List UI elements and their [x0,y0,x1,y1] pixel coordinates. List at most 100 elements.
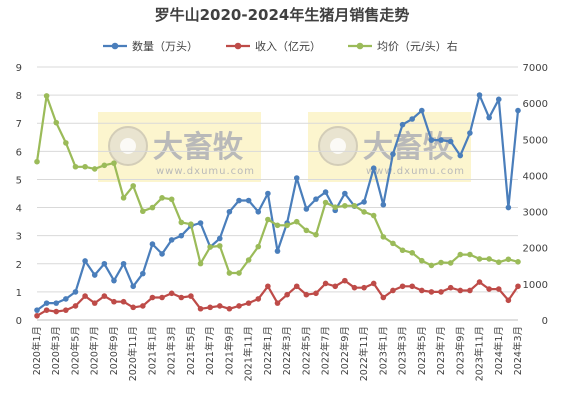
data-point [63,296,69,302]
data-point [428,289,435,295]
data-point [91,272,98,278]
data-point [399,121,406,128]
data-point [380,201,387,208]
data-point [197,305,204,312]
data-point [245,257,252,263]
data-point [255,208,262,215]
data-point [140,303,146,309]
data-point [178,294,185,301]
x-tick-label: 2023年3月 [397,326,409,375]
data-point [226,270,233,276]
data-point [226,305,233,312]
data-point [168,237,175,243]
data-point [467,287,473,294]
y-right-tick-label: 3000 [523,208,548,219]
data-point [361,284,367,291]
data-point [390,151,396,157]
x-tick-label: 2020年9月 [108,326,120,375]
data-point [53,119,60,126]
data-point [34,158,40,165]
data-point [486,286,492,292]
data-point [322,189,329,195]
data-point [168,196,175,203]
data-point [399,247,406,254]
data-point [274,248,281,254]
data-point [236,197,242,204]
x-tick-label: 2022年3月 [281,326,293,375]
data-point [438,259,444,266]
data-point [216,243,223,249]
data-point [438,137,444,143]
data-point [149,204,156,211]
data-point [91,166,98,172]
y-left-tick-label: 7 [16,119,22,130]
x-tick-label: 2024年3月 [512,326,524,375]
data-point [313,231,319,238]
data-point [361,209,367,215]
data-point [313,290,319,297]
data-point [120,298,127,305]
data-point [265,283,271,290]
x-tick-label: 2021年1月 [146,326,158,375]
data-point [207,304,213,311]
data-point [120,260,127,267]
data-point [245,197,252,204]
data-point [255,243,262,250]
watermark-text: 大畜牧 [363,130,454,165]
data-point [419,257,425,264]
data-point [245,300,252,306]
data-point [505,297,512,304]
x-tick-label: 2022年1月 [262,326,274,375]
data-point [409,283,415,290]
data-point [82,163,88,170]
legend-label: 收入（亿元） [255,39,321,53]
data-point [53,300,60,306]
data-point [43,93,50,99]
data-point [370,165,377,171]
data-point [159,251,165,257]
watermark-text: 大畜牧 [153,130,244,165]
data-point [197,260,204,267]
data-point [82,258,88,264]
x-tick-label: 2024年1月 [493,326,505,375]
data-point [467,251,473,258]
data-point [351,284,358,291]
data-point [313,196,319,202]
series-2 [34,277,521,319]
x-tick-label: 2020年1月 [31,326,43,375]
x-tick-label: 2020年11月 [127,326,139,381]
data-point [43,307,50,313]
data-point [380,294,387,301]
data-point [467,130,473,136]
data-point [495,96,502,103]
data-point [188,221,194,228]
data-point [370,212,377,219]
series-layer [34,92,521,319]
data-point [505,204,512,211]
data-point [72,303,79,309]
data-point [140,208,146,215]
legend-marker [111,42,119,50]
data-point [111,298,117,305]
data-point [303,206,310,212]
data-point [216,235,223,242]
data-point [82,293,88,299]
data-point [399,283,406,290]
data-point [236,303,242,309]
data-point [178,219,185,226]
data-point [476,92,483,98]
x-tick-label: 2021年9月 [223,326,235,375]
x-tick-label: 2020年7月 [89,326,101,375]
data-point [130,183,136,189]
data-point [447,284,454,291]
data-point [419,107,425,114]
data-point [111,160,117,166]
x-tick-label: 2022年11月 [358,326,370,381]
y-left-tick-label: 6 [16,147,22,158]
data-point [457,287,464,294]
data-point [53,308,60,315]
series-3 [34,93,521,276]
